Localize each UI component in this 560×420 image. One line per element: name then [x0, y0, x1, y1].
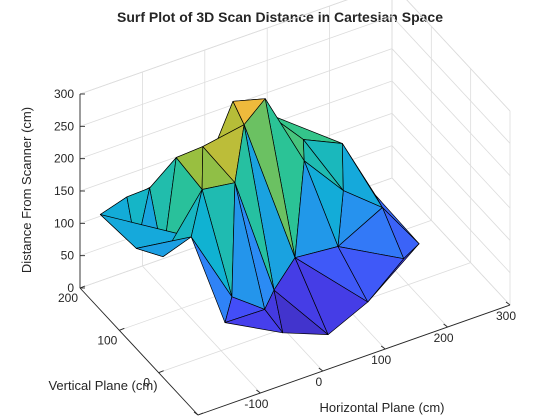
- grid-line-sidewall-z: [391, 177, 511, 306]
- x-tick-mark: [318, 367, 324, 372]
- x-tick-label: 300: [496, 309, 516, 323]
- z-tick-label: 200: [54, 152, 74, 166]
- x-tick-mark: [193, 411, 199, 416]
- grid-line-floor-x: [142, 265, 261, 394]
- surface-facet: [337, 246, 405, 303]
- grid-line-sidewall-z: [391, 48, 511, 176]
- x-tick-mark: [380, 345, 386, 350]
- grid-line-sidewall-z: [391, 80, 511, 209]
- x-tick-mark: [256, 389, 261, 394]
- x-tick-mark: [443, 323, 448, 328]
- x-axis-label: Horizontal Plane (cm): [320, 400, 445, 415]
- surface-facet: [273, 289, 329, 335]
- y-tick-label: 200: [58, 291, 78, 305]
- y-tick-label: 100: [97, 333, 117, 347]
- y-axis-label: Vertical Plane (cm): [48, 378, 157, 393]
- y-tick-mark: [79, 285, 86, 289]
- z-tick-label: 250: [54, 119, 74, 133]
- z-tick-label: 150: [54, 184, 74, 198]
- z-tick-label: 100: [54, 216, 74, 230]
- x-tick-label: 100: [371, 353, 391, 367]
- y-tick-mark: [119, 327, 125, 331]
- grid-line-sidewall-z: [391, 113, 511, 241]
- box-top-back-edge: [79, 0, 348, 95]
- grid-line-sidewall-z: [391, 145, 511, 273]
- x-tick-label: -100: [244, 397, 268, 411]
- surface-mesh: [99, 98, 420, 335]
- tick-labels: 050100150200250300-200-1000100200300-100…: [54, 87, 516, 420]
- z-tick-label: 50: [61, 249, 75, 263]
- surface-facet: [224, 309, 284, 334]
- y-tick-mark: [197, 412, 204, 416]
- y-tick-mark: [158, 370, 164, 374]
- chart-title: Surf Plot of 3D Scan Distance in Cartesi…: [117, 9, 443, 25]
- x-tick-label: 200: [434, 331, 454, 345]
- x-tick-label: 0: [315, 375, 322, 389]
- x-axis-line: [197, 304, 511, 416]
- y-tick-label: 0: [143, 376, 150, 390]
- z-tick-label: 0: [67, 281, 74, 295]
- y-tick-label: -100: [174, 418, 198, 420]
- x-tick-mark: [505, 301, 511, 306]
- box-top-side-edge: [406, 0, 511, 112]
- z-axis-label: Distance From Scanner (cm): [19, 107, 34, 273]
- surface-facet: [136, 236, 192, 258]
- y-axis-line: [79, 287, 199, 416]
- axes: [79, 93, 511, 416]
- surface-facet: [294, 257, 369, 335]
- grid-line-backwall-z: [79, 15, 393, 127]
- grid-line-sidewall-z: [391, 16, 511, 144]
- z-tick-label: 300: [54, 87, 74, 101]
